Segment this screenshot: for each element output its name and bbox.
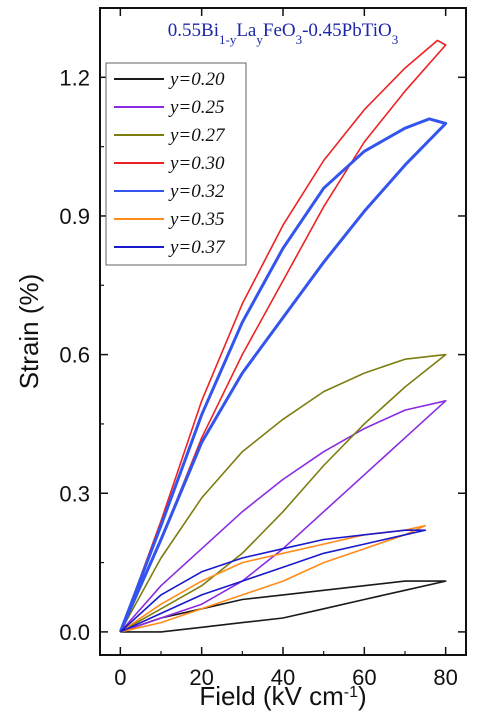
x-tick-label: 40 — [271, 665, 295, 690]
x-tick-label: 60 — [352, 665, 376, 690]
y-tick-label: 1.2 — [59, 65, 90, 90]
title-segment: 0.55Bi — [168, 20, 219, 41]
y-tick-label: 0.6 — [59, 343, 90, 368]
legend-label: y=0.35 — [168, 209, 225, 230]
title-subscript: y — [256, 32, 263, 47]
x-tick-label: 0 — [114, 665, 126, 690]
legend-label: y=0.25 — [168, 97, 225, 118]
series-loop-y035 — [119, 524, 427, 633]
x-tick-label: 80 — [433, 665, 457, 690]
title-segment: FeO — [263, 20, 296, 41]
legend-label: y=0.27 — [168, 125, 226, 146]
y-tick-label: 0.9 — [59, 204, 90, 229]
axis-ticks — [100, 8, 466, 655]
legend: y=0.20 y=0.25 y=0.27 y=0.30 y=0.32 y=0.35 y=0.… — [105, 62, 247, 266]
y-tick-label: 0.0 — [59, 620, 90, 645]
title-subscript: 3 — [296, 32, 303, 47]
plot-area — [118, 39, 448, 633]
x-label-superscript: -1 — [344, 684, 358, 701]
series-loop-y020 — [120, 580, 447, 633]
legend-label: y=0.37 — [168, 237, 226, 258]
title-segment: La — [236, 20, 257, 41]
legend-label: y=0.32 — [168, 181, 225, 202]
series-loop-y025 — [119, 400, 447, 633]
title-subscript: 3 — [392, 32, 399, 47]
title-subscript: 1-y — [219, 32, 237, 47]
x-tick-label: 20 — [189, 665, 213, 690]
series-loop-y027 — [119, 353, 447, 633]
legend-label: y=0.30 — [168, 153, 225, 174]
chart-title: 0.55Bi1-yLayFeO3-0.45PbTiO3 — [168, 20, 398, 47]
series-loop-y037 — [119, 529, 427, 633]
x-label-end: ) — [358, 681, 367, 711]
y-axis-label: Strain (%) — [14, 274, 44, 390]
legend-label: y=0.20 — [168, 69, 225, 90]
x-axis-label: Field (kV cm-1) — [199, 681, 366, 711]
x-label-main: Field (kV cm — [199, 681, 343, 711]
axis-tick-labels: 0 20 40 60 80 0.0 0.3 0.6 0.9 1.2 — [59, 65, 458, 690]
title-segment: -0.45PbTiO — [302, 20, 392, 41]
series-loop-y032 — [118, 117, 448, 633]
series-loop-y030 — [119, 39, 447, 633]
y-tick-label: 0.3 — [59, 481, 90, 506]
